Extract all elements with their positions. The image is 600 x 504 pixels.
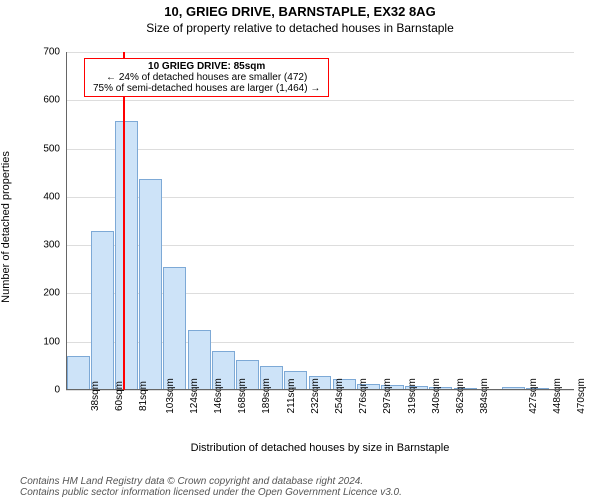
x-tick-label: 168sqm [223,378,248,414]
y-tick-label: 400 [43,191,60,202]
footer: Contains HM Land Registry data © Crown c… [20,476,590,498]
x-tick-label: 189sqm [247,378,272,414]
x-tick-label: 103sqm [151,378,176,414]
x-tick-label: 340sqm [417,378,442,414]
x-tick-label: 38sqm [78,381,101,411]
histogram-bar [91,231,114,390]
x-tick-label: 384sqm [465,378,490,414]
annotation-box: 10 GRIEG DRIVE: 85sqm← 24% of detached h… [84,58,329,97]
x-tick-label: 124sqm [175,378,200,414]
x-tick-label: 427sqm [514,378,539,414]
histogram-bar [139,179,162,390]
gridline [66,100,574,101]
x-tick-label: 297sqm [368,378,393,414]
y-axis-label: Number of detached properties [0,58,12,396]
y-tick-label: 300 [43,240,60,251]
y-tick-label: 0 [54,385,60,396]
y-axis-line [66,52,67,390]
x-tick-label: 81sqm [126,381,149,411]
x-tick-label: 232sqm [296,378,321,414]
x-tick-label: 276sqm [344,378,369,414]
histogram-bar [115,121,138,390]
x-tick-label: 448sqm [538,378,563,414]
x-tick-label: 362sqm [441,378,466,414]
chart-area: 0 100 200 300 400 500 600 700 38sqm60sqm81sqm103… [0,4,600,504]
x-axis-label: Distribution of detached houses by size … [66,442,574,454]
footer-line-2: Contains public sector information licen… [20,487,590,498]
annotation-line-1: 10 GRIEG DRIVE: 85sqm [93,61,320,72]
x-tick-label: 60sqm [102,381,125,411]
x-tick-label: 470sqm [562,378,587,414]
y-tick-label: 600 [43,95,60,106]
gridline [66,149,574,150]
reference-line [123,52,125,390]
y-tick-label: 500 [43,143,60,154]
gridline [66,52,574,53]
x-axis-line [66,389,574,390]
histogram-bar [163,267,186,390]
x-tick-label: 211sqm [272,379,297,414]
annotation-line-2: ← 24% of detached houses are smaller (47… [93,72,320,83]
x-tick-label: 254sqm [320,378,345,414]
annotation-line-3: 75% of semi-detached houses are larger (… [93,83,320,94]
footer-line-1: Contains HM Land Registry data © Crown c… [20,476,590,487]
y-tick-label: 200 [43,288,60,299]
y-tick-label: 100 [43,336,60,347]
x-tick-label: 146sqm [199,378,224,414]
plot-area: 010020030040050060070038sqm60sqm81sqm103… [66,52,574,390]
x-tick-label: 319sqm [393,378,418,414]
y-tick-label: 700 [43,47,60,58]
